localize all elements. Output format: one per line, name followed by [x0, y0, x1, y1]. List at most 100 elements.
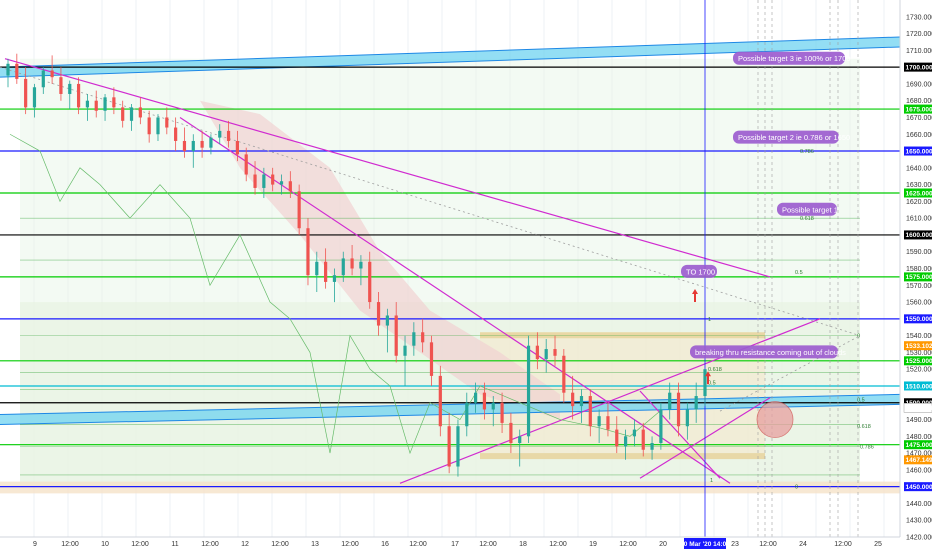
candle-body: [359, 261, 363, 269]
price-tick-label: 1440.000: [906, 501, 932, 508]
candle-body: [262, 174, 266, 188]
time-tick-label: 12:00: [834, 541, 852, 548]
cursor-date-text: 20 Mar '20 14:00: [680, 541, 730, 548]
candle-body: [306, 228, 310, 276]
callout-bubble: [733, 130, 839, 144]
candle-body: [174, 127, 178, 141]
candle-body: [209, 137, 213, 148]
candle-body: [403, 345, 407, 356]
price-tick-label: 1630.000: [906, 182, 932, 189]
time-tick-label: 12:00: [479, 541, 497, 548]
price-tick-label: 1470.000: [906, 451, 932, 458]
candle-body: [694, 396, 698, 410]
price-axis[interactable]: 1420.000 1430.000 1440.000 1450.000 1460.000…: [899, 0, 932, 550]
candle-body: [438, 375, 442, 427]
candle-body: [68, 83, 72, 94]
candle-body: [650, 443, 654, 450]
upper-channel-band-edge-top: [0, 36, 901, 68]
time-tick-label: 23: [731, 541, 739, 548]
level-price-tag: [904, 230, 932, 240]
price-tick-label: 1490.000: [906, 417, 932, 424]
candle-body: [59, 77, 63, 94]
level-price-tag: [904, 62, 932, 72]
candle-body: [491, 402, 495, 410]
level-price-tag: [904, 398, 932, 408]
price-tick-label: 1540.000: [906, 333, 932, 340]
level-price-tag-text: 1550.000: [906, 316, 932, 323]
candle-body: [182, 140, 187, 152]
price-tick-label: 1480.000: [906, 434, 932, 441]
candle-body: [421, 332, 425, 343]
level-price-tag-text: 1650.000: [906, 148, 932, 155]
candle-body: [288, 181, 292, 192]
price-tag: [904, 455, 932, 465]
time-axis[interactable]: 9 12:00 10 12:00 11 12:00 12 12:00 13 12:00 16 12:0…: [0, 536, 900, 550]
candle-body: [235, 140, 239, 155]
candle-body: [429, 342, 434, 376]
time-tick-label: 10: [101, 541, 109, 548]
dotted-trend-line: [0, 66, 861, 337]
candle-body: [297, 191, 301, 229]
fib-label: 0.786: [800, 149, 814, 155]
candle-body: [41, 70, 45, 88]
candle-body: [500, 402, 504, 423]
candle-body: [147, 117, 151, 135]
price-tick-label: 1420.000: [906, 535, 932, 542]
time-tick-label: 9: [33, 541, 37, 548]
candle-body: [544, 349, 548, 360]
candle-body: [562, 355, 566, 393]
level-price-tag-text: 1525.000: [906, 358, 932, 365]
candle-body: [606, 416, 610, 430]
up-arrow-head: [692, 288, 698, 294]
consolidation-bottom-band: [480, 453, 765, 460]
fib-label: 0.5: [857, 397, 865, 403]
candle-body: [597, 416, 601, 427]
time-tick-label: 17: [451, 541, 459, 548]
candle-body: [315, 261, 319, 276]
time-tick-label: 12:00: [271, 541, 289, 548]
time-tick-label: 12:00: [619, 541, 637, 548]
callout-bubble: [777, 202, 837, 216]
price-tag-text: 1499.294: [906, 405, 932, 412]
price-tick-label: 1430.000: [906, 518, 932, 525]
candle-body: [103, 97, 107, 111]
time-tick-label: 12:00: [131, 541, 149, 548]
candle-body: [253, 174, 257, 188]
time-tick-label: 12:00: [61, 541, 79, 548]
time-tick-label: 12:00: [341, 541, 359, 548]
candle-body: [535, 345, 539, 360]
price-tick-label: 1620.000: [906, 199, 932, 206]
price-tick-label: 1710.000: [906, 48, 932, 55]
candle-body: [156, 117, 160, 135]
fib-label: 0.786: [860, 444, 874, 450]
time-axis-background: [0, 537, 900, 550]
fib-label: 0.618: [857, 424, 871, 430]
price-tick-label: 1560.000: [906, 300, 932, 307]
candle-body: [588, 396, 592, 427]
candle-body: [191, 140, 195, 152]
level-price-tag-text: 1625.000: [906, 190, 932, 197]
callout-bubble: [733, 51, 845, 65]
price-tag-text: 1467.149: [906, 457, 932, 464]
candle-body: [518, 436, 522, 444]
projection-line: [719, 335, 861, 412]
level-price-tag: [904, 272, 932, 282]
annotation-callouts: Possible target 3 ie 100% or 1700 Possibl…: [681, 51, 851, 385]
candle-body: [412, 332, 416, 346]
candle-body: [112, 97, 116, 108]
candle-body: [526, 345, 531, 437]
lower-channel-band: [0, 394, 900, 425]
bottom-support-band: [0, 481, 900, 494]
fib-label: 1: [708, 317, 711, 323]
candle-body: [85, 100, 90, 108]
fib-label: 1: [710, 478, 713, 484]
price-tag-text: 1533.102: [906, 343, 932, 350]
time-tick-label: 16: [381, 541, 389, 548]
candle-body: [509, 422, 513, 444]
level-price-tag-text: 1575.000: [906, 274, 932, 281]
candles-layer: [6, 53, 707, 477]
level-price-tag: [904, 146, 932, 156]
price-tick-label: 1580.000: [906, 266, 932, 273]
candle-body: [394, 315, 398, 356]
